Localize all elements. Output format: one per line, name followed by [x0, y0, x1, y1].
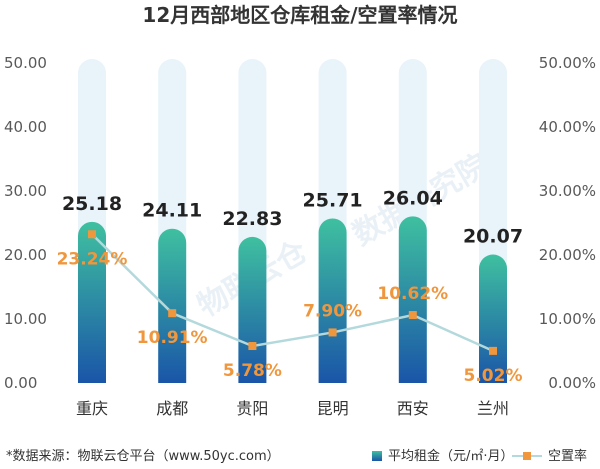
vacancy-value-label: 10.62% [377, 284, 448, 304]
right-tick-label: 20.00% [539, 246, 596, 264]
vacancy-marker [328, 328, 337, 337]
vacancy-marker [408, 311, 417, 320]
right-tick-label: 0.00% [548, 374, 596, 392]
bar-value-label: 25.71 [303, 189, 363, 211]
bar-value-label: 24.11 [142, 200, 202, 222]
vacancy-line-series [88, 230, 497, 355]
vacancy-marker [248, 342, 257, 351]
bar-value-label: 26.04 [383, 187, 443, 209]
source-note: *数据来源：物联云仓平台（www.50yc.com） [6, 449, 280, 464]
bar-value-label: 25.18 [62, 193, 122, 215]
legend-swatch-bar [372, 451, 382, 461]
category-label: 昆明 [317, 399, 349, 418]
bar [78, 221, 106, 383]
bar [479, 254, 507, 383]
vacancy-marker [168, 309, 177, 318]
vacancy-marker [88, 230, 96, 239]
right-tick-label: 50.00% [539, 54, 596, 72]
left-tick-label: 0.00 [4, 374, 37, 392]
vacancy-value-labels: 23.24% 10.91% 5.78% 7.90% 10.62% 5.02% [57, 249, 523, 386]
left-tick-label: 50.00 [4, 54, 47, 72]
bar-value-label: 22.83 [222, 208, 282, 230]
vacancy-line [91, 233, 494, 353]
bar [158, 228, 187, 383]
category-label: 贵阳 [236, 399, 268, 418]
legend-label-rate: 空置率 [548, 448, 587, 464]
legend-marker [523, 452, 531, 460]
left-tick-label: 10.00 [4, 310, 47, 328]
category-label: 兰州 [477, 399, 509, 418]
vacancy-value-label: 10.91% [137, 328, 208, 348]
left-tick-label: 30.00 [4, 182, 47, 200]
right-axis: 0.00% 10.00% 20.00% 30.00% 40.00% 50.00% [539, 54, 596, 392]
left-axis: 0.00 10.00 20.00 30.00 40.00 50.00 [4, 54, 47, 392]
vacancy-value-label: 5.78% [223, 361, 282, 381]
bar [238, 236, 267, 383]
category-label: 重庆 [76, 399, 108, 418]
vacancy-value-label: 23.24% [57, 249, 128, 269]
chart-title: 12月西部地区仓库租金/空置率情况 [142, 3, 457, 27]
right-tick-label: 10.00% [539, 310, 596, 328]
left-tick-label: 20.00 [4, 246, 47, 264]
category-label: 成都 [156, 399, 188, 418]
bar [398, 216, 427, 383]
bar [318, 218, 347, 383]
left-tick-label: 40.00 [4, 118, 47, 136]
legend-label-bar: 平均租金（元/㎡·月） [388, 448, 514, 464]
bar-value-label: 20.07 [463, 226, 523, 248]
vacancy-value-label: 5.02% [464, 366, 523, 386]
right-tick-label: 30.00% [539, 182, 596, 200]
category-label: 西安 [397, 399, 429, 418]
bar-series [78, 216, 507, 383]
legend: 平均租金（元/㎡·月） 空置率 [372, 448, 587, 464]
bar-value-labels: 25.18 24.11 22.83 25.71 26.04 20.07 [62, 187, 523, 247]
category-axis: 重庆 成都 贵阳 昆明 西安 兰州 [76, 399, 509, 418]
right-tick-label: 40.00% [539, 118, 596, 136]
vacancy-marker [489, 346, 497, 355]
vacancy-value-label: 7.90% [303, 301, 362, 321]
